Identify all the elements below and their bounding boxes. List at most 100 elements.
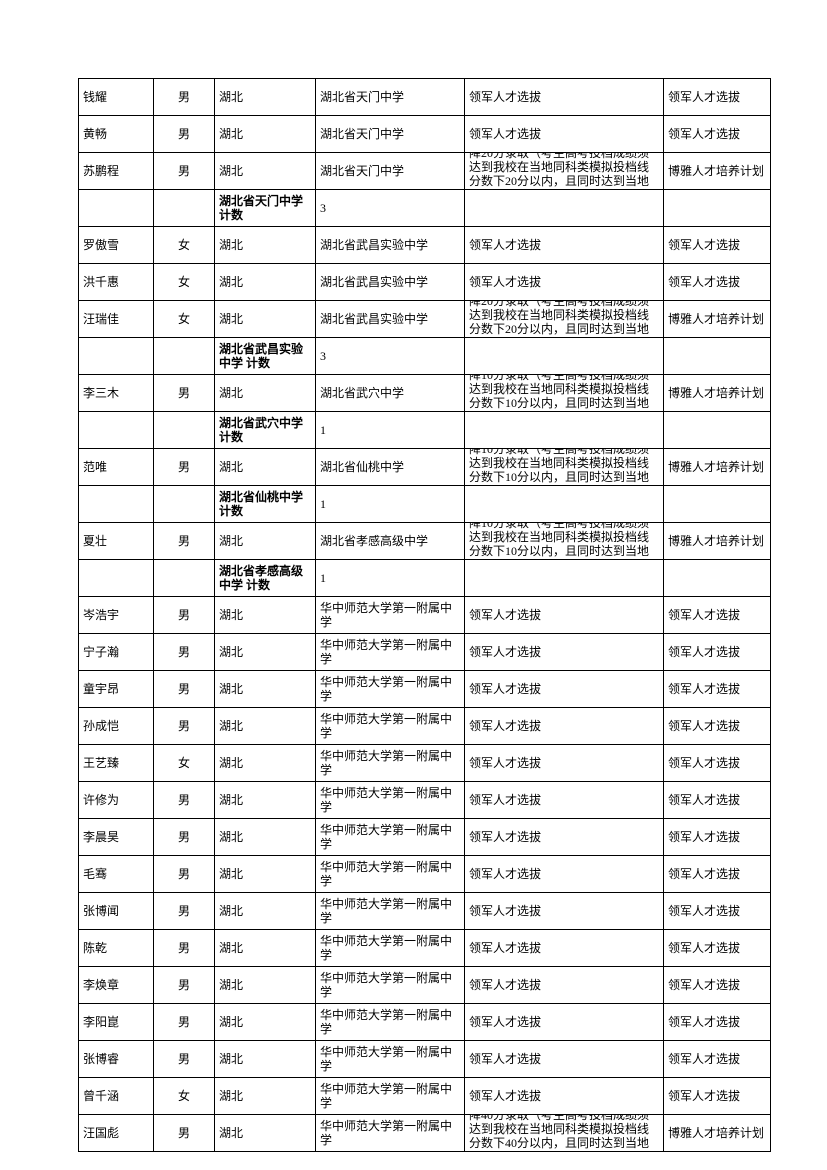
cell-result: 领军人才选拔 [465, 893, 664, 930]
table-row: 李晨昊男湖北华中师范大学第一附属中学领军人才选拔领军人才选拔 [79, 819, 771, 856]
cell-empty [664, 412, 771, 449]
cell-name: 许修为 [79, 782, 154, 819]
cell-result: 领军人才选拔 [465, 116, 664, 153]
cell-school: 湖北省天门中学 [316, 116, 465, 153]
cell-result: 降20分录取（考生高考投档成绩须达到我校在当地同科类模拟投档线分数下20分以内，… [465, 153, 664, 190]
student-table: 钱耀男湖北湖北省天门中学领军人才选拔领军人才选拔黄畅男湖北湖北省天门中学领军人才… [78, 78, 771, 1152]
table-row: 苏鹏程男湖北湖北省天门中学降20分录取（考生高考投档成绩须达到我校在当地同科类模… [79, 153, 771, 190]
table-row: 罗傲雪女湖北湖北省武昌实验中学领军人才选拔领军人才选拔 [79, 227, 771, 264]
table-row: 王艺臻女湖北华中师范大学第一附属中学领军人才选拔领军人才选拔 [79, 745, 771, 782]
cell-gender: 男 [154, 819, 215, 856]
cell-empty [664, 338, 771, 375]
table-row: 范唯男湖北湖北省仙桃中学降10分录取（考生高考投档成绩须达到我校在当地同科类模拟… [79, 449, 771, 486]
cell-plan: 博雅人才培养计划 [664, 523, 771, 560]
cell-empty [664, 560, 771, 597]
cell-empty [154, 190, 215, 227]
cell-plan: 领军人才选拔 [664, 264, 771, 301]
count-value: 1 [316, 560, 465, 597]
cell-name: 夏壮 [79, 523, 154, 560]
cell-gender: 男 [154, 1115, 215, 1152]
cell-plan: 领军人才选拔 [664, 116, 771, 153]
cell-empty [79, 190, 154, 227]
cell-name: 孙成恺 [79, 708, 154, 745]
cell-name: 毛骞 [79, 856, 154, 893]
cell-school: 华中师范大学第一附属中学 [316, 745, 465, 782]
cell-empty [465, 412, 664, 449]
table-row: 毛骞男湖北华中师范大学第一附属中学领军人才选拔领军人才选拔 [79, 856, 771, 893]
cell-gender: 男 [154, 856, 215, 893]
cell-plan: 领军人才选拔 [664, 1004, 771, 1041]
cell-plan: 领军人才选拔 [664, 1041, 771, 1078]
cell-prov: 湖北 [215, 523, 316, 560]
cell-gender: 男 [154, 1041, 215, 1078]
cell-name: 王艺臻 [79, 745, 154, 782]
cell-name: 罗傲雪 [79, 227, 154, 264]
table-row: 湖北省天门中学 计数3 [79, 190, 771, 227]
table-row: 洪千惠女湖北湖北省武昌实验中学领军人才选拔领军人才选拔 [79, 264, 771, 301]
cell-gender: 女 [154, 1078, 215, 1115]
count-value: 1 [316, 412, 465, 449]
cell-empty [154, 412, 215, 449]
cell-prov: 湖北 [215, 449, 316, 486]
cell-result-text: 降20分录取（考生高考投档成绩须达到我校在当地同科类模拟投档线分数下20分以内，… [469, 301, 659, 337]
cell-prov: 湖北 [215, 893, 316, 930]
cell-result: 降40分录取（考生高考投档成绩须达到我校在当地同科类模拟投档线分数下40分以内，… [465, 1115, 664, 1152]
cell-result: 领军人才选拔 [465, 930, 664, 967]
cell-result: 降20分录取（考生高考投档成绩须达到我校在当地同科类模拟投档线分数下20分以内，… [465, 301, 664, 338]
cell-school: 华中师范大学第一附属中学 [316, 893, 465, 930]
cell-school: 华中师范大学第一附属中学 [316, 1078, 465, 1115]
cell-plan: 领军人才选拔 [664, 597, 771, 634]
cell-result: 领军人才选拔 [465, 856, 664, 893]
cell-empty [79, 560, 154, 597]
cell-prov: 湖北 [215, 1004, 316, 1041]
table-row: 宁子瀚男湖北华中师范大学第一附属中学领军人才选拔领军人才选拔 [79, 634, 771, 671]
cell-prov: 湖北 [215, 1115, 316, 1152]
cell-prov: 湖北 [215, 1078, 316, 1115]
cell-plan: 领军人才选拔 [664, 634, 771, 671]
cell-prov: 湖北 [215, 708, 316, 745]
cell-plan: 博雅人才培养计划 [664, 1115, 771, 1152]
cell-gender: 男 [154, 523, 215, 560]
cell-plan: 博雅人才培养计划 [664, 375, 771, 412]
cell-result: 领军人才选拔 [465, 79, 664, 116]
table-row: 岑浩宇男湖北华中师范大学第一附属中学领军人才选拔领军人才选拔 [79, 597, 771, 634]
table-row: 李阳崑男湖北华中师范大学第一附属中学领军人才选拔领军人才选拔 [79, 1004, 771, 1041]
cell-result-text: 降10分录取（考生高考投档成绩须达到我校在当地同科类模拟投档线分数下10分以内，… [469, 523, 659, 559]
cell-school: 华中师范大学第一附属中学 [316, 819, 465, 856]
cell-name: 张博睿 [79, 1041, 154, 1078]
cell-school: 华中师范大学第一附属中学 [316, 1115, 465, 1152]
cell-prov: 湖北 [215, 930, 316, 967]
table-row: 汪瑞佳女湖北湖北省武昌实验中学降20分录取（考生高考投档成绩须达到我校在当地同科… [79, 301, 771, 338]
cell-result: 领军人才选拔 [465, 1078, 664, 1115]
cell-name: 童宇昂 [79, 671, 154, 708]
cell-prov: 湖北 [215, 782, 316, 819]
cell-name: 曾千涵 [79, 1078, 154, 1115]
cell-prov: 湖北 [215, 227, 316, 264]
cell-name: 范唯 [79, 449, 154, 486]
count-label: 湖北省武昌实验中学 计数 [215, 338, 316, 375]
cell-result: 领军人才选拔 [465, 708, 664, 745]
cell-empty [79, 486, 154, 523]
cell-name: 宁子瀚 [79, 634, 154, 671]
cell-name: 李三木 [79, 375, 154, 412]
cell-school: 湖北省武昌实验中学 [316, 301, 465, 338]
cell-name: 钱耀 [79, 79, 154, 116]
cell-school: 湖北省孝感高级中学 [316, 523, 465, 560]
cell-gender: 男 [154, 782, 215, 819]
cell-gender: 男 [154, 634, 215, 671]
cell-name: 洪千惠 [79, 264, 154, 301]
cell-school: 华中师范大学第一附属中学 [316, 930, 465, 967]
cell-prov: 湖北 [215, 301, 316, 338]
cell-prov: 湖北 [215, 856, 316, 893]
cell-plan: 领军人才选拔 [664, 1078, 771, 1115]
cell-empty [154, 338, 215, 375]
cell-name: 汪瑞佳 [79, 301, 154, 338]
cell-gender: 男 [154, 597, 215, 634]
cell-name: 李阳崑 [79, 1004, 154, 1041]
cell-plan: 博雅人才培养计划 [664, 301, 771, 338]
table-row: 湖北省武穴中学 计数1 [79, 412, 771, 449]
cell-prov: 湖北 [215, 671, 316, 708]
table-row: 陈乾男湖北华中师范大学第一附属中学领军人才选拔领军人才选拔 [79, 930, 771, 967]
cell-prov: 湖北 [215, 79, 316, 116]
cell-prov: 湖北 [215, 1041, 316, 1078]
